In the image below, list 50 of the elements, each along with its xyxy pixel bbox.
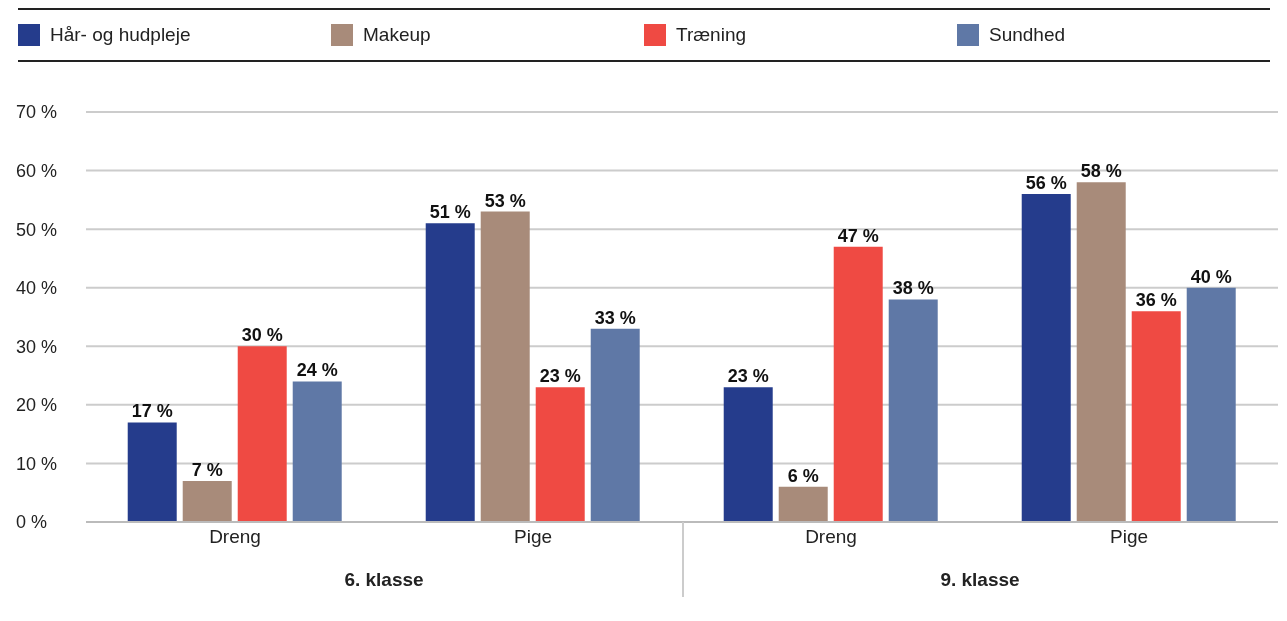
bar <box>1131 311 1181 522</box>
bar <box>1076 182 1126 522</box>
legend-label: Hår- og hudpleje <box>50 24 191 46</box>
bar <box>535 387 585 522</box>
bar <box>833 246 883 522</box>
bar <box>182 481 232 522</box>
bar <box>778 486 828 522</box>
y-tick-label: 70 % <box>16 102 58 123</box>
y-tick-label: 20 % <box>16 395 58 416</box>
y-tick-label: 40 % <box>16 278 58 299</box>
y-tick-label: 30 % <box>16 336 58 357</box>
data-label: 30 % <box>241 325 283 346</box>
legend-label: Makeup <box>363 24 431 46</box>
y-tick-label: 60 % <box>16 160 58 181</box>
data-label: 23 % <box>727 366 769 387</box>
data-label: 51 % <box>429 202 471 223</box>
y-tick-label: 0 % <box>16 512 48 533</box>
data-label: 24 % <box>296 360 338 381</box>
bar <box>888 299 938 522</box>
x-tick-label: Dreng <box>805 526 857 548</box>
data-label: 38 % <box>892 278 934 299</box>
bar <box>292 381 342 522</box>
data-label: 33 % <box>594 307 636 328</box>
bar <box>425 223 475 522</box>
bar <box>237 346 287 522</box>
bar <box>1021 194 1071 522</box>
bar <box>127 422 177 522</box>
data-label: 47 % <box>837 225 879 246</box>
x-tick-label: Pige <box>1109 526 1149 548</box>
y-tick-label: 50 % <box>16 219 58 240</box>
data-label: 17 % <box>131 401 173 422</box>
text: 6. klasse <box>343 568 425 591</box>
bar <box>590 328 640 522</box>
text: 9. klasse <box>939 568 1021 591</box>
x-tick-label: Pige <box>513 526 553 548</box>
data-label: 53 % <box>484 190 526 211</box>
y-tick-label: 10 % <box>16 453 58 474</box>
bar <box>1186 287 1236 522</box>
data-label: 58 % <box>1080 161 1122 182</box>
x-tick-label: Dreng <box>209 526 261 548</box>
legend-label: Sundhed <box>989 24 1066 46</box>
bar <box>723 387 773 522</box>
data-label: 40 % <box>1190 266 1232 287</box>
data-label: 7 % <box>191 460 223 480</box>
legend-label: Træning <box>676 24 747 46</box>
data-label: 56 % <box>1025 173 1067 193</box>
data-label: 6 % <box>787 465 819 486</box>
bar <box>480 211 530 522</box>
data-label: 23 % <box>539 366 581 387</box>
data-label: 36 % <box>1135 290 1177 311</box>
